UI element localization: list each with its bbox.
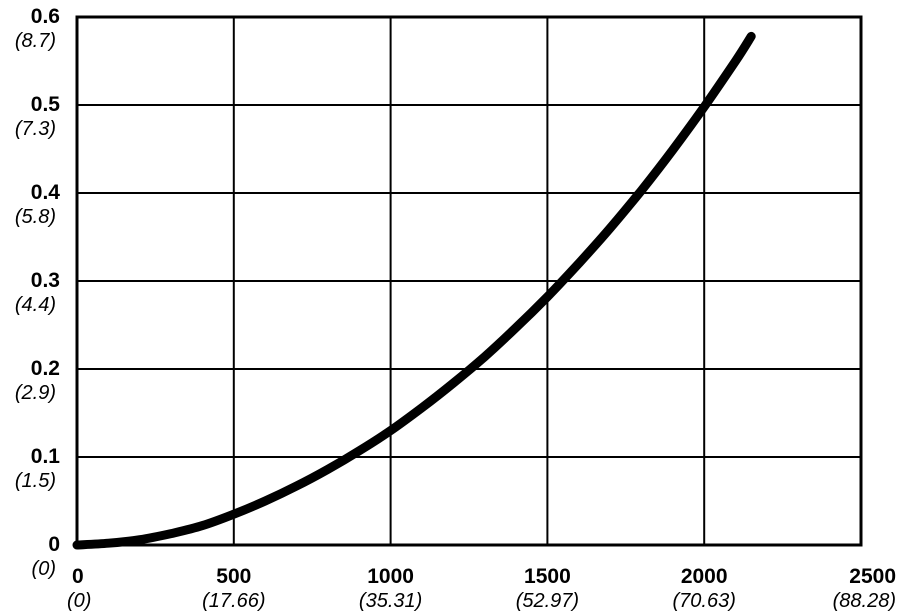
y-tick-label: 0.6 [31,5,60,28]
y-tick-sublabel: (0) [32,558,56,580]
plot-frame [75,15,863,547]
y-tick-label: 0.5 [31,93,61,116]
x-tick-sublabel: (17.66) [202,590,265,612]
y-tick-sublabel: (2.9) [15,382,56,404]
x-tick-sublabel: (70.63) [673,590,736,612]
y-tick-sublabel: (4.4) [15,294,56,316]
y-tick-sublabel: (1.5) [15,470,56,492]
y-tick-sublabel: (8.7) [15,30,56,52]
x-tick-label: 0 [72,565,84,588]
x-tick-label: 2000 [681,565,728,588]
x-tick-sublabel: (88.28) [833,590,896,612]
x-tick-label: 1500 [524,565,571,588]
y-tick-sublabel: (7.3) [15,118,56,140]
x-tick-sublabel: (52.97) [516,590,579,612]
series-line-0 [72,31,756,550]
x-tick-sublabel: (35.31) [359,590,422,612]
x-tick-label: 1000 [367,565,414,588]
x-tick-label: 500 [216,565,251,588]
y-tick-label: 0.4 [31,181,61,204]
y-tick-label: 0.3 [31,269,60,292]
data-series [72,31,756,550]
y-axis-tick-labels: 0(0)0.1(1.5)0.2(2.9)0.3(4.4)0.4(5.8)0.5(… [15,5,60,580]
x-tick-label: 2500 [849,565,896,588]
y-tick-label: 0.2 [31,357,60,380]
y-tick-sublabel: (5.8) [15,206,56,228]
x-axis-tick-labels: 0(0) 500(17.66) 1000(35.31) 1500(52.97) 2000… [67,565,896,612]
x-tick-sublabel: (0) [67,590,91,612]
y-tick-label: 0 [48,533,60,556]
grid [77,17,861,545]
y-tick-label: 0.1 [31,445,61,468]
